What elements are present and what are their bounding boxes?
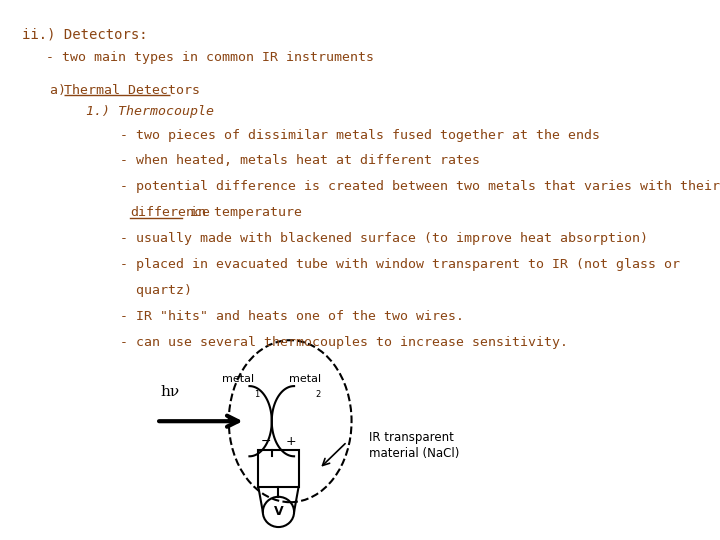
Text: - potential difference is created between two metals that varies with their: - potential difference is created betwee… [120,180,720,193]
Text: - when heated, metals heat at different rates: - when heated, metals heat at different … [120,154,480,167]
Text: metal: metal [222,374,254,384]
Text: IR transparent
material (NaCl): IR transparent material (NaCl) [369,431,460,460]
Text: V: V [274,505,283,518]
Text: −: − [261,435,271,448]
Text: 1: 1 [254,390,259,399]
Text: a): a) [50,84,74,97]
Text: - usually made with blackened surface (to improve heat absorption): - usually made with blackened surface (t… [120,232,648,245]
Text: Thermal Detectors: Thermal Detectors [64,84,200,97]
Text: difference: difference [130,206,210,219]
Text: - placed in evacuated tube with window transparent to IR (not glass or: - placed in evacuated tube with window t… [120,258,680,271]
Text: - can use several thermocouples to increase sensitivity.: - can use several thermocouples to incre… [120,336,568,349]
Text: quartz): quartz) [120,284,192,297]
Text: 1.) Thermocouple: 1.) Thermocouple [86,105,215,118]
Text: - two main types in common IR instruments: - two main types in common IR instrument… [22,51,374,64]
Text: in temperature: in temperature [182,206,302,219]
Text: - IR "hits" and heats one of the two wires.: - IR "hits" and heats one of the two wir… [120,310,464,323]
Text: - two pieces of dissimilar metals fused together at the ends: - two pieces of dissimilar metals fused … [120,129,600,141]
Text: +: + [286,435,297,448]
Text: ii.) Detectors:: ii.) Detectors: [22,27,148,41]
Text: metal: metal [289,374,321,384]
Text: 2: 2 [315,390,320,399]
Text: hν: hν [161,384,180,399]
Bar [258,450,299,487]
